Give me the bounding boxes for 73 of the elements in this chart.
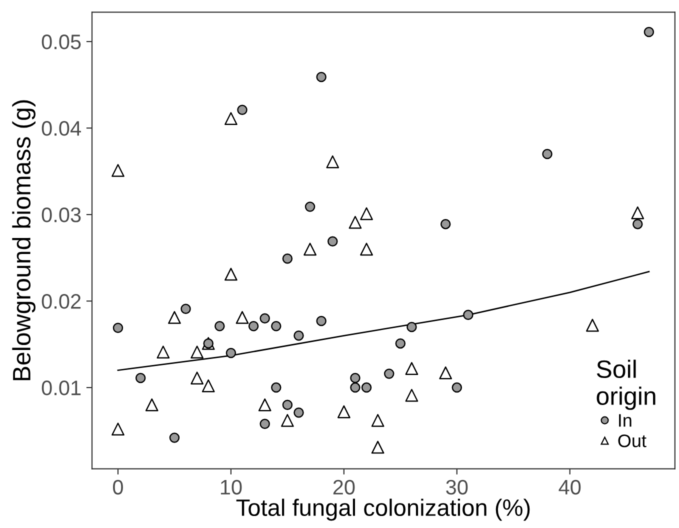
point xyxy=(271,321,282,332)
point xyxy=(304,202,316,212)
point xyxy=(463,310,474,320)
point xyxy=(260,418,270,430)
point xyxy=(294,330,304,341)
y-tick-label: 0.04 xyxy=(42,121,81,136)
point xyxy=(328,236,338,246)
point xyxy=(112,164,124,177)
point xyxy=(224,112,238,125)
point xyxy=(237,104,248,116)
y-tick-label: 0.02 xyxy=(42,294,81,309)
point xyxy=(190,372,204,384)
point xyxy=(112,322,124,333)
point xyxy=(384,368,394,379)
point xyxy=(644,26,654,38)
point xyxy=(135,372,146,384)
point xyxy=(337,405,350,418)
point xyxy=(224,268,238,281)
point xyxy=(226,348,236,358)
point xyxy=(281,414,294,427)
y-tick-label: 0.01 xyxy=(42,380,81,396)
point xyxy=(542,148,552,160)
y-tick-label: 0.05 xyxy=(42,34,81,50)
point xyxy=(168,311,181,324)
point xyxy=(236,311,249,324)
point xyxy=(214,321,225,332)
point xyxy=(360,207,373,220)
x-tick-label: 10 xyxy=(220,480,242,495)
point xyxy=(405,388,418,402)
point xyxy=(405,362,418,375)
point xyxy=(258,398,272,412)
point xyxy=(112,422,124,436)
point xyxy=(440,218,451,230)
point xyxy=(348,216,362,229)
point xyxy=(361,382,372,393)
point xyxy=(586,318,599,332)
x-tick-label: 0 xyxy=(113,480,123,495)
point xyxy=(350,372,360,384)
point xyxy=(169,432,180,443)
point xyxy=(350,382,360,393)
x-tick-label: 20 xyxy=(333,480,355,495)
point xyxy=(294,408,304,418)
point xyxy=(371,414,384,427)
point xyxy=(271,382,282,393)
point xyxy=(304,242,316,256)
point xyxy=(326,155,340,168)
point xyxy=(439,366,452,380)
point xyxy=(632,218,643,230)
point xyxy=(395,338,406,349)
point xyxy=(156,346,170,359)
y-axis-title: Belowground biomass (g) xyxy=(12,100,36,380)
point xyxy=(406,322,417,332)
point xyxy=(360,242,373,256)
point xyxy=(180,304,191,314)
x-axis-title: Total fungal colonization (%) xyxy=(236,498,530,521)
point xyxy=(282,400,293,410)
legend-label: Out xyxy=(618,434,646,448)
point xyxy=(202,379,215,392)
point xyxy=(316,72,326,82)
x-tick-label: 30 xyxy=(446,480,468,495)
point xyxy=(190,346,204,359)
point xyxy=(316,316,326,326)
legend-label: In xyxy=(619,414,632,427)
y-tick-label: 0.03 xyxy=(42,208,81,222)
point xyxy=(631,206,644,220)
point xyxy=(145,398,158,412)
x-tick-label: 40 xyxy=(558,480,581,495)
point xyxy=(282,254,293,264)
legend-title: Soil origin xyxy=(596,360,656,410)
point xyxy=(260,313,270,324)
point xyxy=(452,382,462,393)
point xyxy=(248,321,259,332)
point xyxy=(371,440,384,454)
